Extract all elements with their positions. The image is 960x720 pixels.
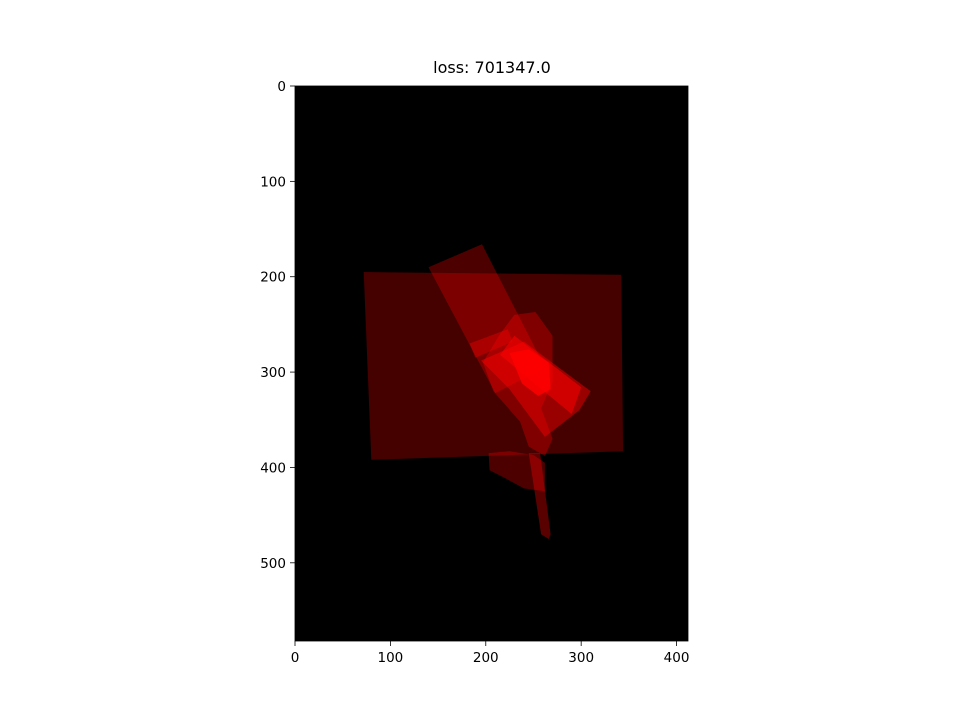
x-tick-label: 0 — [291, 650, 300, 666]
chart-title: loss: 701347.0 — [433, 58, 551, 77]
shapes-layer — [363, 244, 624, 539]
y-tick-label: 500 — [260, 556, 286, 572]
axes-frame — [294, 85, 689, 642]
lower-stem — [528, 453, 551, 539]
image-background — [295, 86, 688, 641]
y-tick-label: 0 — [277, 79, 286, 95]
y-tick-label: 100 — [260, 174, 286, 190]
lower-blob — [488, 451, 545, 492]
y-tick-label: 200 — [260, 270, 286, 286]
x-tick-label: 100 — [377, 650, 403, 666]
x-tick-label: 300 — [568, 650, 594, 666]
large-rectangle — [363, 272, 624, 460]
y-tick-label: 300 — [260, 365, 286, 381]
y-axis: 0 100 200 300 400 500 — [260, 79, 295, 572]
x-tick-label: 200 — [473, 650, 499, 666]
y-tick-label: 400 — [260, 460, 286, 476]
central-blob — [482, 312, 553, 456]
bright-core — [509, 349, 551, 396]
upper-band — [469, 329, 513, 358]
x-axis: 0 100 200 300 400 — [291, 641, 690, 666]
plot-area — [294, 85, 689, 642]
x-tick-label: 400 — [664, 650, 690, 666]
